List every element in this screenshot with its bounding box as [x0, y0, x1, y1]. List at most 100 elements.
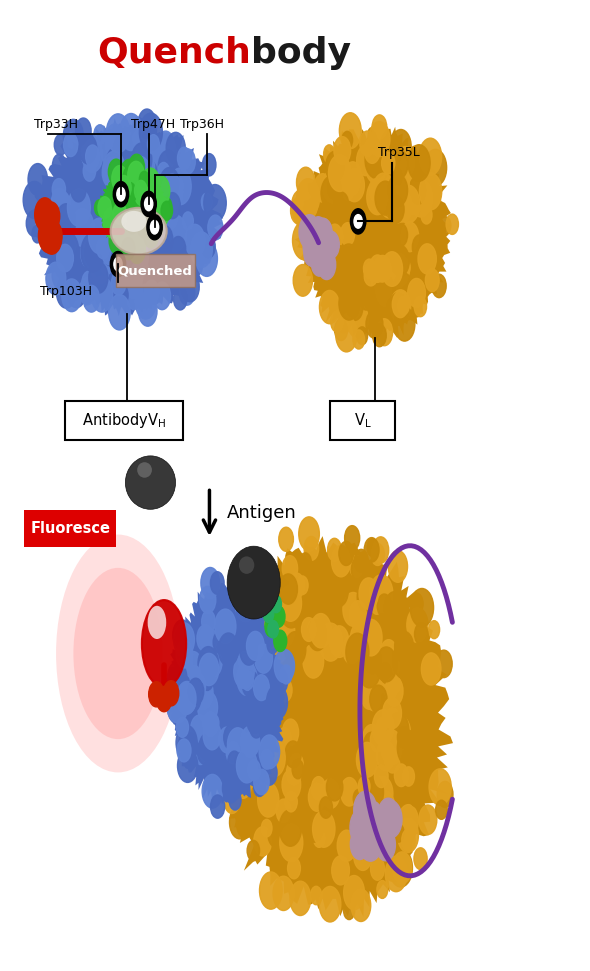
- Circle shape: [305, 741, 322, 768]
- Circle shape: [304, 719, 313, 733]
- Circle shape: [327, 151, 341, 175]
- Circle shape: [279, 810, 301, 847]
- Circle shape: [136, 173, 152, 200]
- Circle shape: [384, 210, 402, 241]
- Circle shape: [249, 663, 266, 691]
- Circle shape: [135, 142, 156, 177]
- Circle shape: [118, 203, 129, 221]
- Circle shape: [243, 653, 255, 673]
- Circle shape: [314, 240, 335, 273]
- Circle shape: [134, 245, 155, 280]
- Circle shape: [199, 627, 213, 650]
- Circle shape: [239, 632, 251, 653]
- Circle shape: [121, 234, 145, 272]
- Circle shape: [372, 273, 395, 310]
- Circle shape: [344, 235, 355, 252]
- Text: Fluoresce: Fluoresce: [30, 520, 110, 536]
- Circle shape: [336, 701, 348, 720]
- Circle shape: [297, 167, 315, 197]
- Circle shape: [356, 214, 376, 246]
- Circle shape: [237, 749, 257, 783]
- Circle shape: [388, 223, 397, 240]
- Circle shape: [325, 640, 346, 674]
- Circle shape: [378, 798, 399, 833]
- Circle shape: [350, 809, 373, 847]
- Circle shape: [165, 192, 181, 218]
- Circle shape: [298, 670, 311, 691]
- Circle shape: [132, 143, 152, 176]
- Circle shape: [135, 168, 156, 203]
- Circle shape: [377, 807, 392, 830]
- Circle shape: [113, 206, 124, 225]
- Circle shape: [176, 641, 193, 668]
- Circle shape: [242, 619, 253, 637]
- Circle shape: [253, 653, 267, 676]
- Circle shape: [106, 187, 119, 209]
- Circle shape: [235, 753, 247, 772]
- Circle shape: [356, 157, 368, 178]
- Ellipse shape: [148, 606, 166, 639]
- Circle shape: [121, 159, 133, 180]
- Circle shape: [215, 707, 236, 743]
- Circle shape: [76, 118, 91, 144]
- Circle shape: [271, 726, 281, 744]
- Circle shape: [198, 691, 218, 723]
- Circle shape: [199, 653, 219, 686]
- Circle shape: [362, 724, 381, 755]
- Circle shape: [284, 631, 306, 666]
- Circle shape: [273, 748, 291, 778]
- Circle shape: [339, 286, 359, 320]
- Circle shape: [224, 724, 240, 751]
- Polygon shape: [294, 127, 451, 339]
- Circle shape: [349, 787, 363, 811]
- Text: Quench: Quench: [97, 36, 251, 70]
- Circle shape: [264, 722, 273, 738]
- Circle shape: [254, 675, 269, 700]
- Circle shape: [324, 145, 335, 163]
- Circle shape: [173, 622, 194, 657]
- Circle shape: [392, 291, 408, 318]
- Circle shape: [148, 248, 162, 270]
- Circle shape: [343, 670, 360, 697]
- Circle shape: [350, 700, 365, 723]
- Circle shape: [366, 802, 382, 826]
- Circle shape: [368, 250, 381, 271]
- Circle shape: [109, 227, 126, 254]
- Circle shape: [369, 179, 383, 201]
- Circle shape: [363, 589, 376, 612]
- Circle shape: [235, 589, 255, 622]
- Circle shape: [204, 684, 218, 707]
- Circle shape: [114, 284, 128, 307]
- Circle shape: [149, 682, 164, 707]
- Circle shape: [63, 119, 83, 152]
- Circle shape: [100, 252, 113, 275]
- Circle shape: [146, 167, 157, 185]
- Circle shape: [283, 720, 299, 746]
- Circle shape: [375, 182, 396, 216]
- Circle shape: [310, 717, 329, 748]
- Circle shape: [327, 224, 343, 250]
- Circle shape: [343, 714, 359, 740]
- Circle shape: [359, 822, 382, 861]
- Circle shape: [126, 187, 140, 210]
- Circle shape: [274, 650, 294, 683]
- Circle shape: [208, 215, 223, 240]
- Circle shape: [322, 658, 333, 677]
- Circle shape: [310, 887, 322, 905]
- Circle shape: [303, 644, 324, 678]
- Circle shape: [404, 185, 416, 205]
- Circle shape: [318, 705, 332, 727]
- Circle shape: [327, 177, 342, 199]
- Circle shape: [307, 668, 319, 687]
- FancyBboxPatch shape: [65, 401, 183, 440]
- Circle shape: [46, 262, 66, 295]
- Circle shape: [307, 745, 317, 761]
- Circle shape: [323, 732, 335, 753]
- Circle shape: [278, 665, 290, 685]
- Circle shape: [210, 638, 228, 667]
- Circle shape: [396, 285, 408, 305]
- Circle shape: [351, 720, 366, 746]
- Circle shape: [329, 576, 348, 607]
- Circle shape: [334, 137, 350, 164]
- Circle shape: [305, 586, 325, 619]
